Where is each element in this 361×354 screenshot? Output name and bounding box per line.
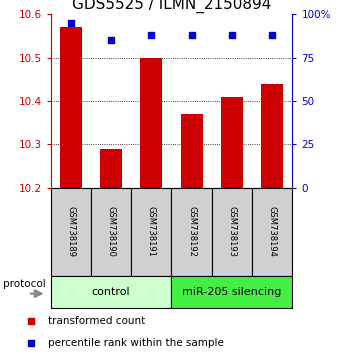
Bar [60, 27, 82, 188]
Text: GSM738193: GSM738193 [227, 206, 236, 257]
Title: GDS5525 / ILMN_2150894: GDS5525 / ILMN_2150894 [72, 0, 271, 13]
Bar [212, 188, 252, 276]
Text: GSM738194: GSM738194 [268, 206, 277, 257]
Bar [51, 276, 171, 308]
Text: GSM738191: GSM738191 [147, 206, 156, 257]
Bar [91, 188, 131, 276]
Bar [100, 149, 122, 188]
Bar [180, 114, 203, 188]
Text: percentile rank within the sample: percentile rank within the sample [48, 338, 224, 348]
Text: transformed count: transformed count [48, 316, 145, 326]
Text: GSM738192: GSM738192 [187, 206, 196, 257]
Bar [51, 188, 91, 276]
Bar [261, 84, 283, 188]
Text: GSM738189: GSM738189 [66, 206, 75, 257]
Text: protocol: protocol [3, 279, 45, 289]
Bar [221, 97, 243, 188]
Text: miR-205 silencing: miR-205 silencing [182, 287, 282, 297]
Bar [171, 276, 292, 308]
Bar [131, 188, 171, 276]
Bar [140, 57, 162, 188]
Text: control: control [92, 287, 130, 297]
Bar [171, 188, 212, 276]
Bar [252, 188, 292, 276]
Text: GSM738190: GSM738190 [106, 206, 116, 257]
